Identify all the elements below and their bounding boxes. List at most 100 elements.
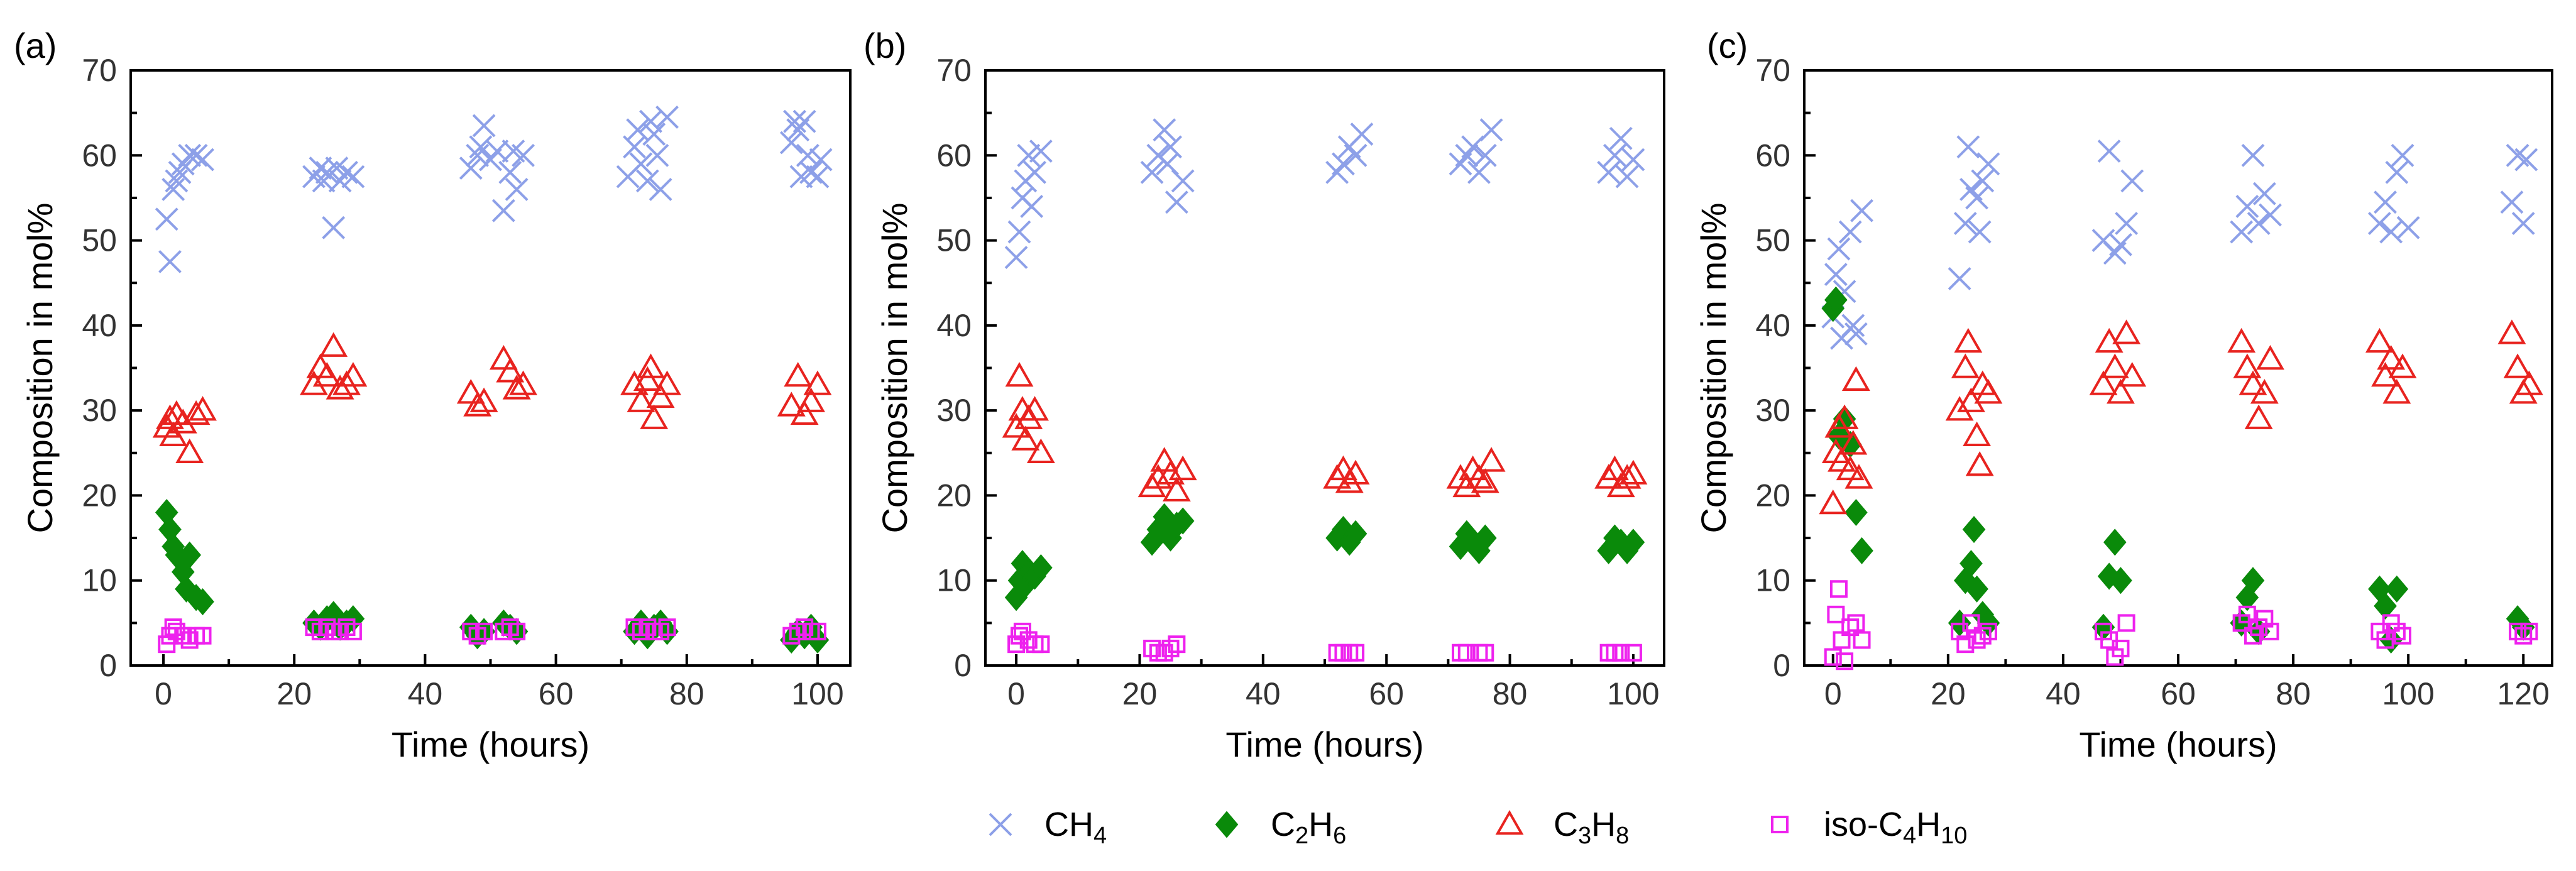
data-point-ch4 [498,160,522,184]
legend-label-subscript: 8 [1616,823,1629,849]
data-point-ch4 [2120,169,2144,193]
data-point-c3h8 [2118,361,2147,387]
y-tick-label: 50 [82,223,117,258]
data-point-iso-c4h10 [1347,644,1365,662]
data-point-iso-c4h10 [1853,631,1871,649]
data-point-iso-c4h10 [1161,639,1180,657]
data-point-iso-c4h10 [2509,622,2527,640]
data-point-c3h8 [1613,464,1642,489]
panel-label: (a) [14,26,57,65]
data-point-ch4 [1824,263,1848,287]
data-point-ch4 [1827,237,1851,261]
legend-label-text: iso-C [1824,806,1903,843]
data-point-c3h8 [502,375,531,400]
y-tick-label: 20 [936,478,972,513]
data-point-c3h8 [496,358,525,383]
legend-label-text: H [1591,806,1616,843]
x-tick-label: 100 [1607,676,1659,711]
data-point-ch4 [1615,165,1639,189]
data-point-c3h8 [2244,404,2273,429]
data-point-ch4 [2374,190,2397,214]
data-point-c3h8 [300,370,328,395]
y-tick-label: 60 [82,138,117,173]
data-point-ch4 [178,143,202,167]
data-point-c3h8 [646,383,675,408]
series-c2h6 [1004,503,1645,611]
data-point-ch4 [1332,152,1355,176]
data-point-iso-c4h10 [1962,614,1980,632]
data-point-ch4 [191,148,214,172]
data-point-c2h6 [1959,550,1983,578]
data-point-ch4 [1020,195,1044,218]
legend-label: C3H8 [1554,806,1629,849]
data-point-ch4 [645,143,669,167]
data-point-c3h8 [2377,344,2406,370]
data-point-c3h8 [1819,489,1848,515]
data-point-iso-c4h10 [1019,631,1038,649]
data-point-ch4 [1597,160,1621,184]
data-point-c3h8 [2107,379,2135,404]
series-c2h6 [1821,286,2535,654]
panel-label: (b) [863,26,906,65]
data-point-ch4 [1968,220,1992,244]
data-point-c3h8 [784,361,813,387]
data-point-ch4 [1017,143,1041,167]
data-point-ch4 [1467,160,1491,184]
series-iso-c4h10 [1007,622,1642,662]
data-point-c2h6 [2374,592,2397,620]
data-point-ch4 [639,109,662,133]
legend-label: C2H6 [1271,806,1346,849]
x-axis-title: Time (hours) [1225,725,1423,764]
data-point-c3h8 [1329,455,1357,481]
y-tick-label: 30 [1755,393,1790,428]
y-tick-label: 70 [1755,53,1790,88]
data-point-c3h8 [1951,353,1980,378]
data-point-iso-c4h10 [1827,605,1845,623]
x-tick-label: 0 [1007,676,1025,711]
x-tick-label: 40 [2046,676,2081,711]
data-point-ch4 [184,143,208,167]
data-point-ch4 [158,249,182,273]
data-point-c2h6 [1029,554,1053,581]
data-point-ch4 [1159,135,1182,159]
data-point-ch4 [629,152,653,176]
data-point-c3h8 [1026,438,1055,464]
legend-label-text: CH [1044,806,1093,843]
data-point-c3h8 [509,370,537,395]
y-axis-title: Composition in mol% [20,203,60,534]
data-point-c2h6 [178,541,201,569]
data-point-c3h8 [2514,370,2543,395]
data-point-ch4 [491,199,515,222]
y-tick-label: 10 [936,563,972,598]
chart-panel-a: 0 10 20 30 40 50 60 70 0 20 40 60 80 100 Time (hours) C… [14,26,852,764]
series-ch4 [1821,135,2538,350]
data-point-iso-c4h10 [1956,635,1975,654]
legend-label-subscript: 4 [1093,823,1107,849]
data-point-c3h8 [2382,379,2411,404]
plot-frame [1803,69,2553,667]
legend-marker-c2h6 [1215,811,1239,838]
data-point-iso-c4h10 [1143,639,1161,657]
data-point-c3h8 [175,438,204,464]
data-point-c3h8 [1828,447,1856,472]
data-point-ch4 [649,177,672,201]
data-point-c3h8 [2112,319,2141,344]
data-point-ch4 [626,118,650,142]
x-tick-label: 60 [539,676,574,711]
data-point-ch4 [1007,220,1031,244]
data-point-ch4 [2514,148,2538,172]
x-tick-label: 0 [155,676,172,711]
y-tick-label: 40 [1755,308,1790,343]
data-point-iso-c4h10 [475,622,493,640]
data-point-c3h8 [1963,421,1992,446]
x-tick-label: 120 [2497,676,2550,711]
data-point-ch4 [1948,267,1971,290]
legend-label-subscript: 4 [1903,823,1916,849]
x-tick-label: 60 [2161,676,2196,711]
data-point-iso-c4h10 [2238,605,2256,623]
data-point-iso-c4h10 [1032,635,1050,654]
data-point-c2h6 [1171,507,1195,535]
data-point-ch4 [642,123,666,146]
data-point-ch4 [512,143,535,167]
x-tick-label: 100 [791,676,843,711]
